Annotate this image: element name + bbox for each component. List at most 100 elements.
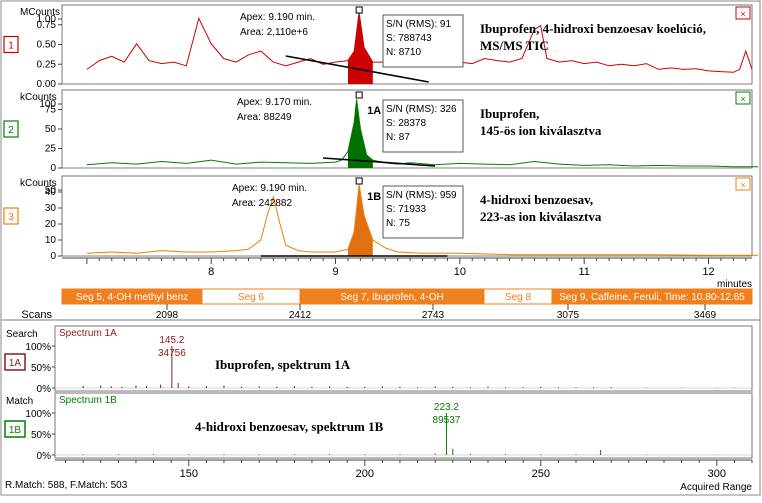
panel-desc-1-1: MS/MS TIC — [480, 38, 549, 53]
panel-2-ytick-2: 50 — [45, 124, 57, 135]
panel-3-ytick-5: 0 — [50, 251, 56, 262]
footer-range: Acquired Range — [680, 482, 752, 493]
time-axis-tick-4: 12 — [702, 266, 714, 278]
spectrum-side-label-1A: Search — [6, 329, 38, 340]
panel-2-ytick-0: 100 — [39, 99, 56, 110]
panel-toggle-icon-3[interactable] — [735, 177, 751, 191]
panel-ylabel-2: kCounts — [20, 92, 57, 103]
spectrum-peak-int-1A: 34756 — [158, 348, 186, 359]
trace-line-3 — [86, 184, 759, 256]
apex-label-2: Apex: 9.170 min. — [237, 97, 312, 108]
scan-value-1: 2412 — [289, 310, 312, 321]
spectrum-title-1A: Spectrum 1A — [59, 328, 117, 339]
panel-toggle-glyph-3: × — [740, 180, 745, 190]
spectrum-desc-1A: Ibuprofen, spektrum 1A — [215, 357, 351, 372]
peak-fill-3 — [347, 184, 373, 256]
area-label-1: Area: 2,110e+6 — [240, 27, 308, 38]
area-label-3: Area: 242882 — [232, 198, 292, 209]
spectrum-peak-mz-1B: 223.2 — [434, 402, 459, 413]
scans-label: Scans — [21, 309, 52, 321]
apex-marker-3[interactable] — [355, 177, 363, 185]
apex-marker-2[interactable] — [355, 91, 363, 99]
scan-value-0: 2098 — [156, 310, 179, 321]
mz-axis-tick-1: 200 — [356, 468, 374, 480]
panel-1-ytick-1: 0.75 — [37, 20, 57, 31]
stats-box-2 — [382, 99, 464, 153]
spectrum-1B-ytick-0: 100% — [25, 409, 51, 420]
panel-desc-2-0: Ibuprofen, — [480, 106, 539, 121]
panel-1-ytick-4: 0.00 — [37, 79, 57, 90]
stats-line-3-0: S/N (RMS): 959 — [386, 190, 457, 201]
scan-value-3: 3075 — [557, 310, 580, 321]
panel-toggle-icon-1[interactable] — [735, 6, 751, 20]
panel-3-ytick-0: 50 — [45, 185, 57, 196]
stats-line-2-1: S: 28378 — [386, 118, 426, 129]
spectrum-1B-ytick-2: 0% — [37, 451, 52, 462]
panel-3-ytick-3: 20 — [45, 219, 57, 230]
spectrum-panel-1B — [54, 392, 753, 459]
segment-label-1: Seg 6 — [238, 292, 265, 303]
spectrum-1B-ytick-1: 50% — [31, 430, 51, 441]
trace-index-label-2: 2 — [8, 125, 14, 136]
panel-2-ytick-1: 75 — [45, 105, 57, 116]
trace-index-label-3: 3 — [8, 212, 14, 223]
time-axis-tick-0: 8 — [208, 266, 214, 278]
spectrum-title-1B: Spectrum 1B — [59, 395, 117, 406]
apex-marker-1[interactable] — [355, 6, 363, 14]
stats-line-3-2: N: 75 — [386, 218, 410, 229]
spectrum-box-1B[interactable] — [4, 420, 26, 438]
stats-line-1-0: S/N (RMS): 91 — [386, 19, 451, 30]
stats-box-3 — [382, 185, 464, 239]
spectrum-box-label-1B: 1B — [9, 425, 22, 436]
time-axis-label: minutes — [717, 279, 752, 290]
trace-index-box-1[interactable] — [3, 35, 19, 54]
segment-4[interactable] — [551, 288, 753, 305]
mz-axis-tick-2: 250 — [532, 468, 550, 480]
panel-2-ytick-4: 0 — [50, 163, 56, 174]
stats-box-1 — [382, 14, 464, 68]
trace-index-box-3[interactable] — [3, 207, 19, 225]
stats-line-2-0: S/N (RMS): 326 — [386, 104, 457, 115]
apex-label-3: Apex: 9.190 min. — [232, 183, 307, 194]
time-axis-tick-3: 11 — [578, 266, 589, 278]
peak-fill-2 — [347, 99, 373, 168]
spectrum-side-label-1B: Match — [6, 396, 33, 407]
segment-label-0: Seg 5, 4-OH methyl benz — [76, 292, 188, 303]
scan-value-2: 2743 — [422, 310, 445, 321]
panel-desc-3-0: 4-hidroxi benzoesav, — [480, 192, 593, 207]
segment-label-2: Seg 7, Ibuprofen, 4-OH — [340, 292, 443, 303]
segment-label-3: Seg 8 — [505, 292, 532, 303]
panel-3-ytick-1: 40 — [45, 187, 57, 198]
segment-label-4: Seg 9, Caffeine, Feruli, Time: 10.80-12.… — [559, 292, 745, 303]
spectrum-1A-ytick-0: 100% — [25, 342, 51, 353]
peak-label-2: 1A — [367, 105, 381, 117]
spectrum-peak-int-1B: 89537 — [433, 415, 461, 426]
panel-desc-3-1: 223-as ion kiválasztva — [480, 209, 602, 224]
stats-line-2-2: N: 87 — [386, 132, 410, 143]
panel-2-ytick-3: 25 — [45, 144, 57, 155]
peak-fill-1 — [347, 12, 373, 85]
area-label-2: Area: 88249 — [237, 112, 292, 123]
panel-1-ytick-3: 0.25 — [37, 59, 57, 70]
panel-desc-2-1: 145-ös ion kiválasztva — [480, 123, 602, 138]
panel-3-ytick-2: 30 — [45, 203, 57, 214]
trace-line-2 — [86, 99, 759, 168]
mz-axis-tick-0: 150 — [180, 468, 198, 480]
peak-label-3: 1B — [367, 191, 381, 203]
panel-1-ytick-0: 1.00 — [37, 14, 57, 25]
spectrum-desc-1B: 4-hidroxi benzoesav, spektrum 1B — [195, 419, 384, 434]
integration-baseline-2 — [323, 157, 436, 167]
spectrum-box-1A[interactable] — [4, 353, 26, 371]
panel-ylabel-3: kCounts — [20, 178, 57, 189]
mz-axis-tick-3: 300 — [708, 468, 726, 480]
panel-toggle-icon-2[interactable] — [735, 91, 751, 105]
stats-line-1-1: S: 788743 — [386, 33, 432, 44]
apex-label-1: Apex: 9.190 min. — [240, 12, 315, 23]
panel-3-ytick-4: 10 — [45, 235, 57, 246]
footer-match: R.Match: 588, F.Match: 503 — [5, 480, 128, 491]
panel-ylabel-1: MCounts — [20, 7, 60, 18]
trace-index-label-1: 1 — [8, 41, 14, 52]
trace-index-box-2[interactable] — [3, 120, 19, 138]
